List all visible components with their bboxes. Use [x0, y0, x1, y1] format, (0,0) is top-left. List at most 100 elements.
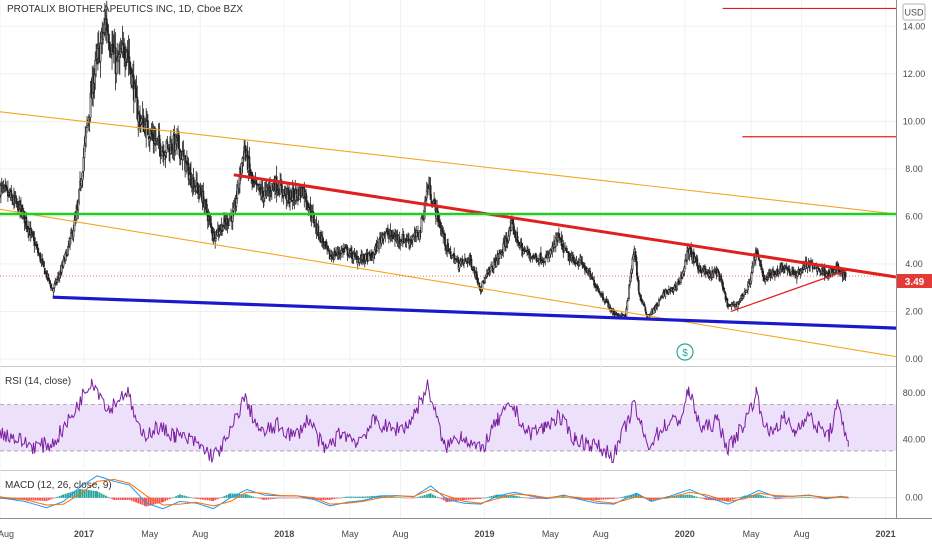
candle-body — [636, 276, 639, 281]
macd-histogram-bar — [742, 496, 745, 498]
candle-body — [128, 56, 131, 63]
macd-histogram-bar — [481, 497, 484, 499]
macd-histogram-bar — [202, 497, 204, 500]
candle-body — [327, 245, 329, 251]
candle-body — [235, 198, 238, 207]
macd-histogram-bar — [581, 497, 584, 500]
candle-body — [844, 272, 847, 277]
candle-body — [122, 42, 125, 46]
macd-histogram-bar — [288, 497, 291, 499]
macd-histogram-bar — [139, 497, 142, 505]
macd-histogram-bar — [43, 497, 46, 501]
price-tick-label: 4.00 — [905, 259, 923, 269]
macd-histogram-bar — [705, 497, 708, 500]
macd-histogram-bar — [540, 497, 542, 499]
macd-histogram-bar — [292, 497, 295, 499]
candle-body — [343, 248, 345, 251]
macd-histogram-bar — [533, 497, 536, 499]
macd-histogram-bar — [479, 497, 482, 499]
macd-histogram-bar — [90, 490, 92, 498]
macd-histogram-bar — [693, 495, 695, 498]
macd-histogram-bar — [34, 497, 37, 501]
time-tick-label: 2021 — [876, 529, 896, 539]
macd-histogram-bar — [598, 497, 601, 500]
macd-histogram-bar — [452, 497, 455, 502]
macd-histogram-bar — [181, 495, 184, 498]
macd-histogram-bar — [621, 496, 624, 498]
macd-histogram-bar — [639, 495, 642, 498]
candle-body — [766, 277, 768, 280]
macd-histogram-bar — [92, 490, 95, 498]
macd-histogram-bar — [512, 495, 514, 498]
macd-histogram-bar — [733, 497, 736, 499]
candle-body — [495, 260, 498, 267]
candle-body — [694, 256, 697, 259]
currency-button[interactable] — [902, 3, 926, 21]
candle-body — [420, 216, 423, 233]
candle-body — [532, 255, 535, 258]
candle-body — [484, 277, 486, 283]
macd-histogram-bar — [195, 497, 198, 499]
macd-histogram-bar — [62, 494, 65, 498]
candle-body — [350, 248, 352, 252]
time-tick-label: Aug — [0, 529, 14, 539]
candle-body — [738, 301, 741, 303]
macd-histogram-bar — [354, 496, 357, 498]
macd-histogram-bar — [839, 497, 841, 498]
macd-histogram-bar — [259, 497, 261, 499]
macd-histogram-bar — [701, 497, 704, 499]
candle-body — [259, 186, 261, 190]
macd-histogram-bar — [173, 497, 175, 498]
time-tick-label: May — [342, 529, 360, 539]
macd-histogram-bar — [52, 497, 55, 499]
macd-histogram-bar — [283, 497, 286, 499]
macd-histogram-bar — [75, 490, 78, 498]
macd-histogram-bar — [615, 497, 618, 499]
macd-histogram-bar — [294, 497, 297, 499]
candle-body — [605, 299, 608, 302]
macd-histogram-bar — [677, 495, 680, 498]
macd-histogram-bar — [817, 497, 819, 499]
macd-histogram-bar — [126, 497, 129, 500]
macd-histogram-bar — [425, 494, 428, 498]
macd-histogram-bar — [635, 493, 638, 498]
candle-body — [638, 292, 641, 295]
macd-histogram-bar — [261, 497, 264, 500]
macd-histogram-bar — [834, 497, 836, 499]
macd-histogram-bar — [149, 497, 152, 506]
macd-histogram-bar — [102, 494, 105, 498]
macd-histogram-bar — [117, 497, 120, 500]
macd-histogram-bar — [432, 494, 434, 498]
candle-body — [573, 260, 575, 262]
macd-histogram-bar — [459, 497, 462, 501]
candle-body — [317, 225, 320, 237]
macd-histogram-bar — [800, 497, 802, 498]
macd-histogram-bar — [440, 497, 443, 500]
candle-body — [644, 307, 647, 312]
candle-body — [745, 290, 748, 293]
macd-histogram-bar — [561, 496, 564, 498]
macd-histogram-bar — [313, 497, 316, 500]
candle-body — [123, 46, 126, 59]
macd-histogram-bar — [276, 497, 278, 499]
macd-histogram-bar — [488, 496, 491, 498]
macd-histogram-bar — [442, 497, 445, 501]
macd-histogram-bar — [520, 496, 523, 498]
macd-histogram-bar — [594, 497, 597, 500]
macd-histogram-bar — [236, 493, 238, 498]
dividend-marker[interactable] — [676, 343, 694, 361]
macd-histogram-bar — [484, 497, 486, 499]
macd-histogram-bar — [390, 496, 393, 498]
macd-histogram-bar — [115, 497, 118, 500]
candle-body — [716, 268, 719, 271]
candle-body — [23, 210, 26, 224]
candle-body — [538, 259, 541, 264]
macd-histogram-bar — [684, 494, 687, 498]
candle-body — [730, 304, 733, 308]
macd-histogram-bar — [819, 497, 822, 499]
candle-body — [531, 256, 534, 259]
price-tick-label: 10.00 — [903, 116, 926, 126]
macd-histogram-bar — [32, 497, 35, 501]
macd-histogram-bar — [364, 496, 367, 498]
candle-body — [62, 259, 65, 267]
